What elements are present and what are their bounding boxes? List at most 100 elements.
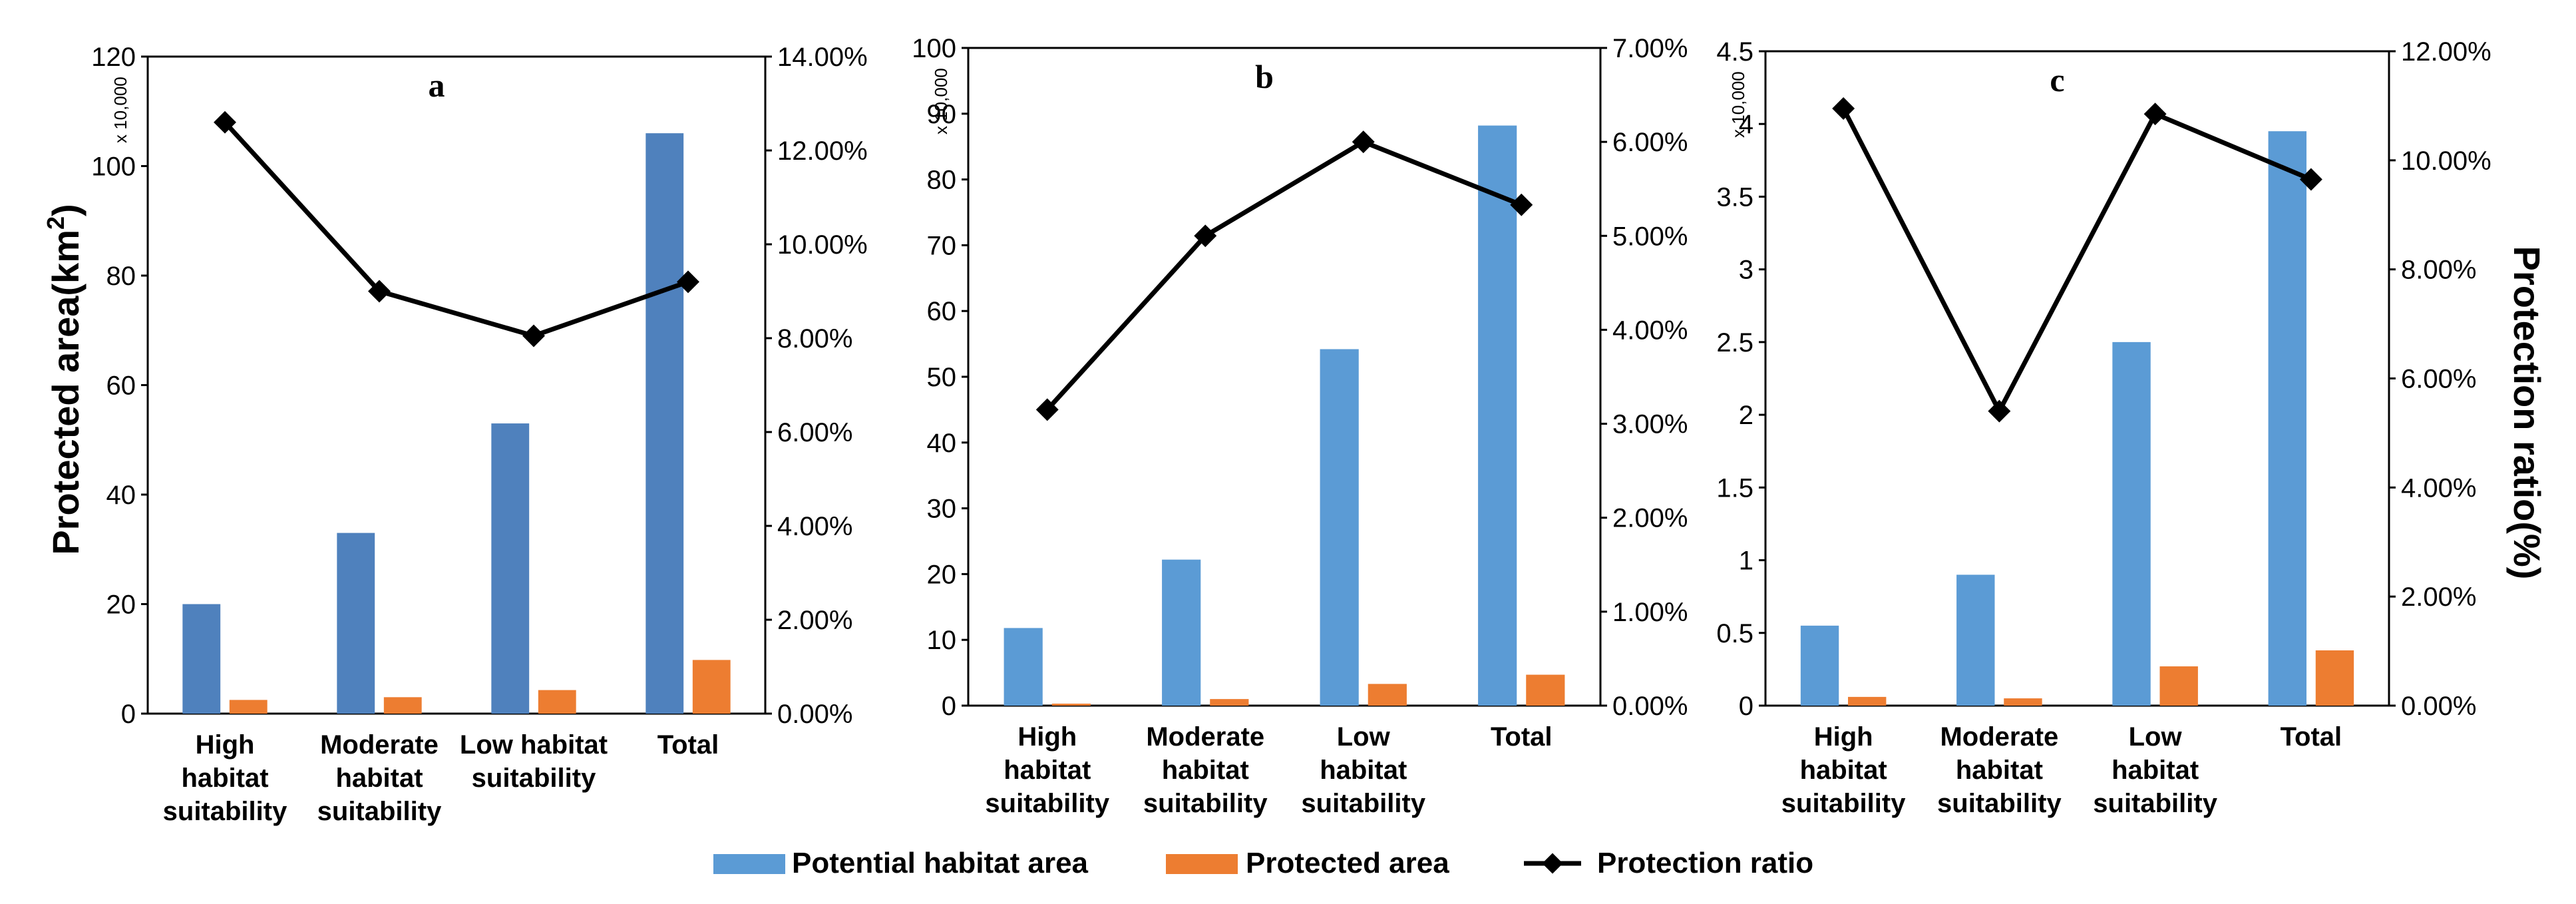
y-left-tick-label-b-8: 80: [927, 166, 957, 195]
x-category-label-a-3: Total: [657, 730, 719, 760]
y-right-tick-label-c-5: 10.00%: [2401, 146, 2491, 176]
y-right-tick-label-c-3: 6.00%: [2401, 365, 2476, 394]
y-right-tick-label-b-1: 1.00%: [1612, 598, 1688, 627]
x-category-label-line: habitat: [181, 764, 268, 793]
point-protection-ratio-b-1: [1194, 224, 1217, 248]
y-left-tick-label-b-0: 0: [942, 692, 956, 721]
x-category-label-line: Low: [1337, 722, 1391, 752]
x-category-label-line: Total: [1491, 722, 1553, 752]
y-left-tick-label-b-2: 20: [927, 560, 957, 589]
bar-potential-habitat-area-c-2: [2112, 341, 2151, 706]
y-right-tick-label-a-0: 0.00%: [777, 700, 852, 729]
panel-letter-b: b: [1255, 58, 1274, 95]
x-category-label-line: habitat: [1320, 756, 1407, 785]
y-right-tick-label-b-2: 2.00%: [1612, 504, 1688, 533]
line-protection-ratio-b: [1045, 139, 1523, 411]
bar-protected-area-b-1: [1210, 699, 1249, 706]
y-left-tick-label-c-2: 1: [1739, 547, 1753, 576]
x-category-label-line: Low habitat: [460, 730, 608, 760]
x-category-label-b-2: Low habitat suitability: [1301, 722, 1425, 818]
y-right-tick-label-b-7: 7.00%: [1612, 34, 1688, 63]
legend: Potential habitat area Protected area Pr…: [713, 847, 1813, 879]
y-left-tick-label-b-1: 10: [927, 626, 957, 655]
multiplier-label-c: x 10,000: [1728, 71, 1748, 138]
legend-swatch-potential-habitat-area: [713, 854, 785, 874]
chart-panel-a: 0 20 40 60 80 100 120 0.00% 2.00% 4.00% 6.00% 8.00%…: [91, 43, 867, 826]
y-left-tick-label-b-5: 50: [927, 363, 957, 392]
legend-label-potential-habitat-area: Potential habitat area: [792, 847, 1089, 879]
y-right-tick-label-a-3: 6.00%: [777, 418, 852, 447]
x-category-label-line: suitability: [1937, 789, 2062, 818]
point-protection-ratio-a-0: [214, 111, 236, 134]
bar-potential-habitat-area-a-0: [182, 604, 221, 714]
bar-protected-area-b-2: [1368, 684, 1407, 706]
x-category-label-c-1: Moderate habitat suitability: [1937, 722, 2062, 818]
legend-marker-protection-ratio: [1542, 853, 1563, 874]
y-right-tick-label-a-1: 2.00%: [777, 606, 852, 635]
point-protection-ratio-c-1: [1988, 399, 2011, 423]
x-category-label-line: habitat: [1162, 756, 1249, 785]
legend-label-protected-area: Protected area: [1246, 847, 1449, 879]
bar-protected-area-c-1: [2004, 698, 2042, 706]
y-right-tick-label-a-2: 4.00%: [777, 512, 852, 541]
bar-protected-area-b-0: [1051, 704, 1091, 706]
y-left-tick-label-a-0: 0: [121, 700, 136, 729]
y-left-tick-label-b-4: 40: [927, 429, 957, 458]
point-protection-ratio-a-1: [368, 280, 391, 303]
y-right-tick-label-b-4: 4.00%: [1612, 316, 1688, 345]
y-axis-left-title-end: ): [45, 204, 87, 216]
point-protection-ratio-b-0: [1035, 398, 1059, 421]
x-category-label-line: High: [1017, 722, 1077, 752]
y-right-tick-label-a-5: 10.00%: [777, 230, 868, 260]
x-category-label-line: High: [196, 730, 255, 760]
y-axis-right-title: Protection ratio(%): [2506, 246, 2548, 580]
y-left-tick-label-a-3: 60: [106, 371, 136, 401]
x-category-label-a-0: High habitat suitability: [163, 730, 287, 826]
y-right-tick-label-a-6: 12.00%: [777, 136, 868, 166]
y-right-tick-label-b-0: 0.00%: [1612, 692, 1688, 721]
y-axis-left-title: Protected area(km2): [42, 204, 87, 555]
bar-protected-area-a-2: [538, 690, 576, 714]
y-left-tick-label-c-5: 2.5: [1716, 328, 1753, 357]
x-category-label-line: Total: [657, 730, 719, 760]
multiplier-label-a: x 10,000: [110, 77, 130, 143]
panel-letter-c: c: [2050, 61, 2064, 99]
y-left-tick-label-c-9: 4.5: [1716, 37, 1753, 67]
multiplier-label-b: x 10,000: [931, 68, 951, 134]
bar-potential-habitat-area-c-0: [1800, 625, 1839, 706]
y-left-tick-label-b-10: 100: [912, 34, 956, 63]
y-left-tick-label-a-6: 120: [91, 43, 136, 72]
y-right-tick-label-c-6: 12.00%: [2401, 37, 2491, 67]
y-left-tick-label-c-0: 0: [1739, 692, 1753, 721]
y-left-tick-label-b-9: 90: [927, 100, 957, 129]
legend-label-protection-ratio: Protection ratio: [1597, 847, 1813, 879]
bar-potential-habitat-area-b-1: [1162, 559, 1201, 706]
bar-potential-habitat-area-b-3: [1478, 125, 1517, 706]
x-category-label-line: habitat: [1800, 756, 1887, 785]
x-category-label-line: Moderate: [1940, 722, 2058, 752]
x-category-label-line: Moderate: [320, 730, 439, 760]
bar-protected-area-a-1: [383, 697, 422, 714]
bar-protected-area-b-3: [1526, 674, 1565, 706]
x-category-label-line: suitability: [1143, 789, 1268, 818]
y-right-tick-label-a-7: 14.00%: [777, 43, 868, 72]
x-category-label-line: suitability: [163, 797, 287, 826]
y-left-tick-label-c-1: 0.5: [1716, 619, 1753, 648]
y-right-tick-label-c-4: 8.00%: [2401, 256, 2476, 285]
bar-protected-area-c-3: [2315, 650, 2354, 706]
x-category-label-line: habitat: [1956, 756, 2043, 785]
y-left-tick-label-a-1: 20: [106, 590, 136, 620]
x-category-label-b-1: Moderate habitat suitability: [1143, 722, 1268, 818]
line-protection-ratio-c: [1841, 107, 2312, 417]
point-protection-ratio-b-2: [1352, 130, 1375, 154]
bar-protected-area-a-3: [692, 660, 731, 714]
y-axis-left-title-main: Protected area(km: [45, 230, 87, 555]
y-left-tick-label-b-7: 70: [927, 231, 957, 260]
y-right-tick-label-a-4: 8.00%: [777, 324, 852, 353]
x-category-label-line: Low: [2129, 722, 2183, 752]
x-category-label-b-0: High habitat suitability: [985, 722, 1109, 818]
y-right-tick-label-c-1: 2.00%: [2401, 582, 2476, 612]
bar-potential-habitat-area-c-3: [2268, 131, 2306, 706]
bar-potential-habitat-area-c-1: [1956, 574, 1995, 706]
